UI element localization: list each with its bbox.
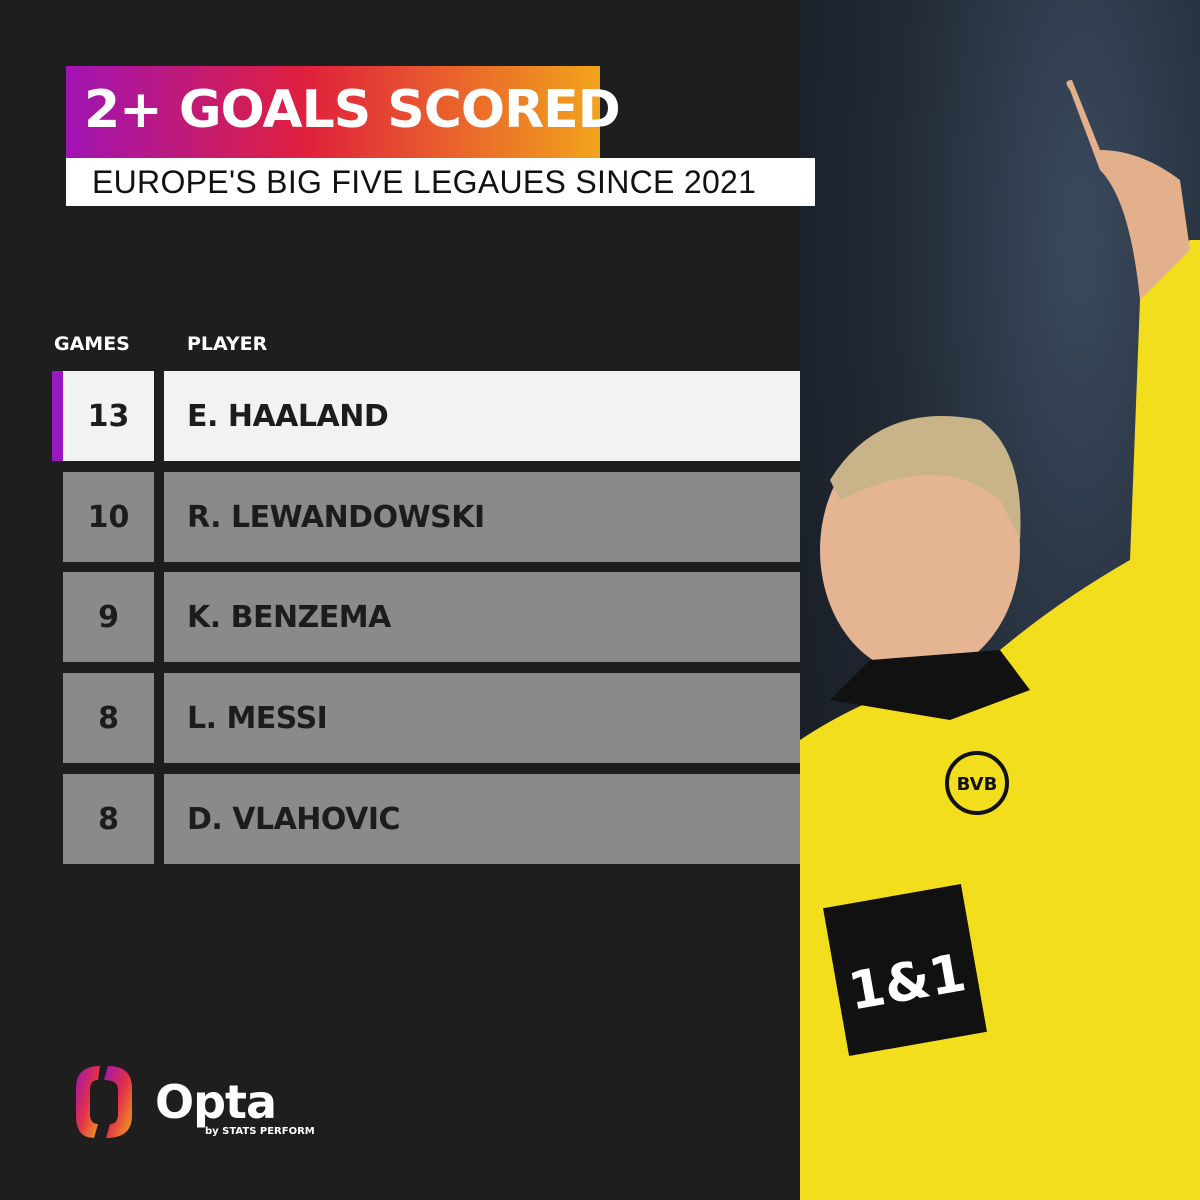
games-cell: 13 — [63, 371, 154, 461]
player-cell: D. VLAHOVIC — [164, 774, 800, 864]
column-header-player: PLAYER — [187, 333, 268, 355]
column-header-games: GAMES — [54, 333, 130, 355]
games-cell: 10 — [63, 472, 154, 562]
page-subtitle: EUROPE'S BIG FIVE LEGAUES SINCE 2021 — [92, 164, 757, 200]
table-row: 8 L. MESSI — [63, 673, 800, 763]
games-cell: 9 — [63, 572, 154, 662]
player-illustration: 1&1 BVB — [800, 80, 1200, 1200]
title-banner: 2+ GOALS SCORED — [66, 66, 621, 158]
player-cell: R. LEWANDOWSKI — [164, 472, 800, 562]
player-cell: K. BENZEMA — [164, 572, 800, 662]
stats-perform-tagline: by STATS PERFORM — [205, 1126, 315, 1137]
opta-logo-icon — [76, 1066, 132, 1138]
svg-text:BVB: BVB — [957, 774, 998, 795]
games-cell: 8 — [63, 673, 154, 763]
bvb-crest-icon — [945, 751, 1009, 815]
sponsor-badge: 1&1 — [823, 883, 987, 1057]
page-title: 2+ GOALS SCORED — [84, 80, 621, 140]
table-row: 9 K. BENZEMA — [63, 572, 800, 662]
games-cell: 8 — [63, 774, 154, 864]
opta-wordmark: Opta — [155, 1075, 277, 1129]
player-photo: 1&1 BVB — [800, 0, 1200, 1200]
player-cell: E. HAALAND — [164, 371, 800, 461]
subtitle-banner: EUROPE'S BIG FIVE LEGAUES SINCE 2021 — [66, 158, 815, 206]
table-row: 13 E. HAALAND — [52, 371, 800, 461]
player-cell: L. MESSI — [164, 673, 800, 763]
highlight-accent — [52, 371, 63, 461]
table-row: 8 D. VLAHOVIC — [63, 774, 800, 864]
table-row: 10 R. LEWANDOWSKI — [63, 472, 800, 562]
